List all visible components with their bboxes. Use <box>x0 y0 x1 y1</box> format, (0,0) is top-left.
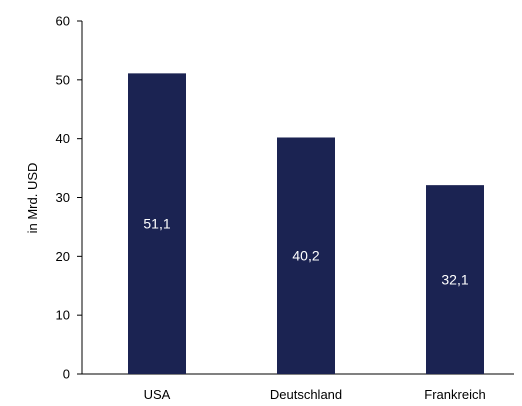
bar-deutschland <box>277 137 335 374</box>
y-tick-label: 0 <box>63 367 70 382</box>
y-tick-label: 60 <box>56 14 70 29</box>
y-tick-label: 50 <box>56 72 70 87</box>
bar-data-label: 51,1 <box>143 216 170 232</box>
y-tick-label: 20 <box>56 249 70 264</box>
x-axis-labels: USA Deutschland Frankreich <box>144 387 486 402</box>
bar-data-label: 40,2 <box>292 248 319 264</box>
bar-frankreich <box>426 185 484 374</box>
bar-series: 51,1 40,2 32,1 <box>128 73 484 374</box>
y-tick-label: 30 <box>56 190 70 205</box>
x-category-label: USA <box>144 387 171 401</box>
y-axis-ticks: 0 10 20 30 40 50 60 <box>56 14 82 382</box>
bar-data-label: 32,1 <box>441 272 468 288</box>
y-tick-label: 40 <box>56 131 70 146</box>
x-category-label: Frankreich <box>424 387 485 401</box>
bar-usa <box>128 73 186 374</box>
y-tick-label: 10 <box>56 308 70 323</box>
x-category-label: Deutschland <box>270 387 342 401</box>
y-axis-title: in Mrd. USD <box>25 163 40 234</box>
